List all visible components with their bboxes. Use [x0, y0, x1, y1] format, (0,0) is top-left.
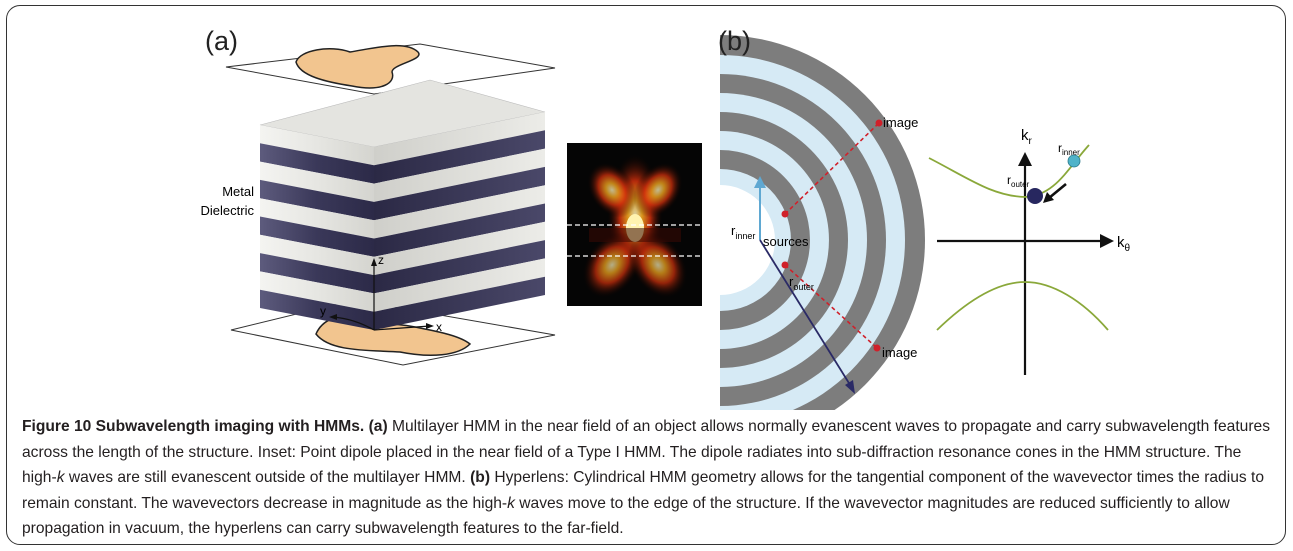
metal-layer-side	[374, 240, 545, 294]
figure-frame	[6, 5, 1286, 545]
r-inner-label: rinner	[731, 223, 755, 241]
image-source-lines	[781, 119, 883, 352]
sources-label: sources	[763, 234, 809, 249]
caption-title: Figure 10 Subwavelength imaging with HMM…	[22, 418, 365, 435]
metal-layer-side	[374, 166, 545, 221]
r-outer-label: router	[789, 274, 814, 292]
source-point-bottom	[781, 261, 789, 269]
dot-r-inner-label: rinner	[1058, 141, 1080, 157]
image-label-top: image	[883, 115, 918, 130]
image-point-top	[875, 119, 883, 127]
axis-y-label: y	[320, 304, 326, 318]
caption-b-k: k	[507, 494, 515, 512]
caption-a-tag: (a)	[368, 418, 388, 435]
dielectric-layer-side	[374, 148, 545, 202]
caption-a-text-2: waves are still evanescent outside of th…	[64, 469, 466, 487]
dielectric-layer-side	[374, 221, 545, 276]
dot-r-outer-label: router	[1007, 173, 1030, 189]
radius-arrows	[754, 176, 855, 394]
object-shape-top	[295, 44, 420, 89]
caption-a-text-1: Multilayer HMM in the near field of an o…	[22, 418, 1271, 487]
dipole-field-inset	[567, 143, 702, 306]
source-point-top	[781, 210, 789, 218]
hyperbola-lower	[936, 281, 1109, 331]
top-object-plane	[225, 43, 556, 95]
caption-b-tag: (b)	[470, 469, 491, 487]
dielectric-layer-front	[260, 234, 374, 276]
metal-layer-side	[374, 130, 545, 184]
dispersion-diagram: kr kθ rinner router	[928, 127, 1131, 375]
metal-layer-front	[260, 216, 374, 257]
metal-layer-front	[260, 179, 374, 221]
metal-label: Metal	[222, 184, 254, 199]
image-label-bottom: image	[882, 345, 917, 360]
dielectric-label: Dielectric	[201, 203, 255, 218]
metal-layer-side	[374, 203, 545, 257]
figure-illustration: z y x Metal Dielectric image image sourc…	[201, 35, 1131, 410]
coordinate-axes: z y x	[320, 253, 442, 334]
caption-b-text-1: Hyperlens: Cylindrical HMM geometry allo…	[22, 469, 1265, 512]
metal-layer-front	[260, 253, 374, 294]
dielectric-layer-front	[260, 198, 374, 239]
image-point-bottom	[873, 344, 881, 352]
r-inner-dot	[1067, 154, 1081, 168]
dielectric-layer-front	[260, 161, 374, 202]
panel-a-label: (a)	[205, 26, 238, 56]
dielectric-layer-side	[374, 185, 545, 239]
k-theta-label: kθ	[1117, 234, 1131, 254]
axis-x-label: x	[436, 320, 442, 334]
metal-layer-front	[260, 143, 374, 184]
caption-a-k: k	[56, 469, 65, 487]
k-r-label: kr	[1021, 127, 1033, 147]
figure-caption: Figure 10 Subwavelength imaging with HMM…	[22, 414, 1272, 542]
dielectric-layer-front	[260, 271, 374, 312]
panel-b-label: (b)	[718, 26, 751, 56]
metal-layer-front	[260, 289, 374, 330]
hyperbola-upper	[928, 144, 1090, 198]
dielectric-layer-front	[260, 125, 374, 166]
metal-layer-side	[374, 276, 545, 330]
axis-z-label: z	[378, 253, 384, 267]
hyperlens-rings	[720, 35, 925, 410]
dielectric-layer-side	[374, 112, 545, 166]
dielectric-layer-side	[374, 258, 545, 312]
caption-b-text-2: waves move to the edge of the structure.…	[22, 494, 1230, 538]
multilayer-hmm-stack	[259, 79, 546, 330]
hyperlens-inner-core	[720, 185, 775, 295]
r-outer-dot	[1027, 188, 1043, 204]
